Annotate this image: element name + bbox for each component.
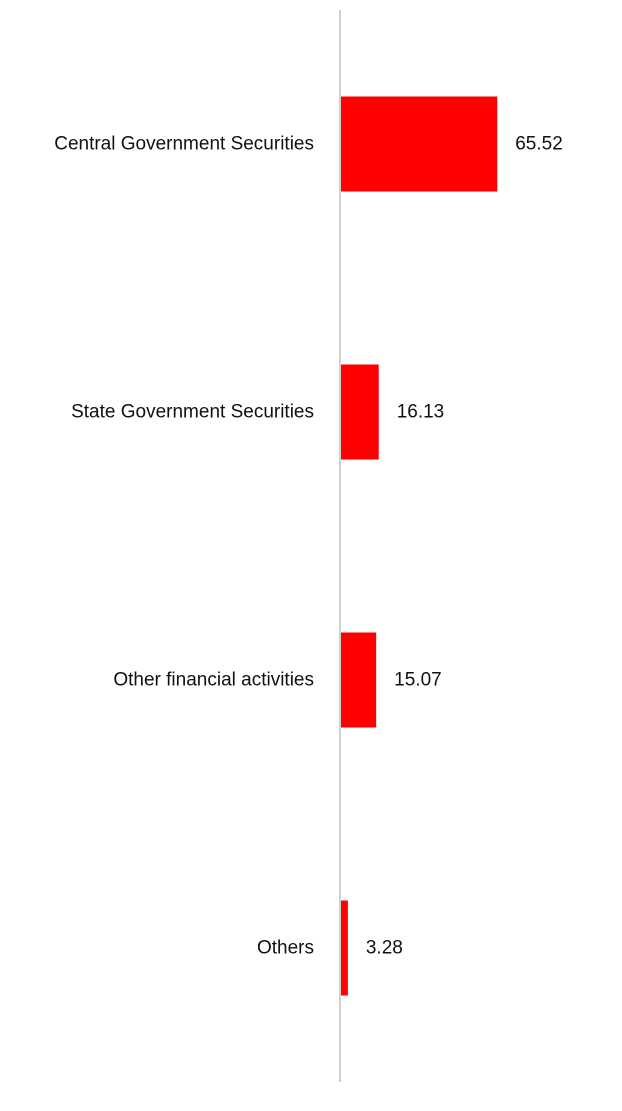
- category-label-0: Central Government Securities: [54, 134, 314, 155]
- bar-1: [340, 364, 379, 460]
- category-labels-layer: Central Government Securities State Gover…: [54, 134, 314, 959]
- bars-layer: [340, 96, 498, 996]
- value-labels-layer: 65.52 16.13 15.07 3.28: [366, 134, 563, 959]
- category-label-2: Other financial activities: [113, 670, 314, 691]
- value-label-2: 15.07: [394, 670, 442, 691]
- value-label-1: 16.13: [397, 402, 445, 423]
- bar-0: [340, 96, 498, 192]
- category-label-1: State Government Securities: [71, 402, 314, 423]
- bar-3: [340, 900, 348, 996]
- value-label-3: 3.28: [366, 938, 403, 959]
- bar-2: [340, 632, 377, 728]
- value-label-0: 65.52: [515, 134, 563, 155]
- category-label-3: Others: [257, 938, 314, 959]
